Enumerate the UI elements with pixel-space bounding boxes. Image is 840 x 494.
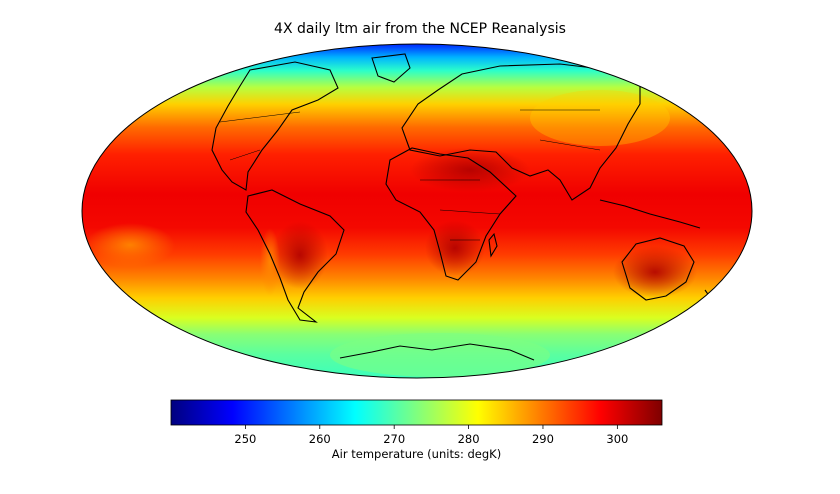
colorbar-frame <box>170 399 663 426</box>
colorbar-tick-label: 290 <box>532 432 554 446</box>
colorbar-ticks: 250 260 270 280 290 300 <box>234 425 628 446</box>
antarctica-coastline <box>339 343 535 361</box>
globe-outline <box>81 43 753 379</box>
africa-coastline <box>385 147 517 281</box>
colorbar: 250 260 270 280 290 300 <box>170 399 663 446</box>
madagascar-coastline <box>488 232 498 258</box>
eurasia-coastline <box>401 63 641 201</box>
colorbar-tick-label: 260 <box>309 432 331 446</box>
south-america-coastline <box>245 189 345 323</box>
greenland-coastline <box>371 53 411 83</box>
map-title: 4X daily ltm air from the NCEP Reanalysi… <box>274 21 566 37</box>
colorbar-tick-label: 280 <box>458 432 480 446</box>
colorbar-fill <box>171 400 662 425</box>
colorbar-tick-label: 300 <box>606 432 628 446</box>
coastlines <box>211 53 713 361</box>
country-borders <box>219 109 601 241</box>
australia-coastline <box>621 237 695 301</box>
colorbar-tick-label: 270 <box>383 432 405 446</box>
colorbar-tick-label: 250 <box>234 432 256 446</box>
indonesia-coastline <box>599 199 701 229</box>
north-america-coastline <box>211 61 339 191</box>
colorbar-label: Air temperature (units: degK) <box>331 447 502 461</box>
